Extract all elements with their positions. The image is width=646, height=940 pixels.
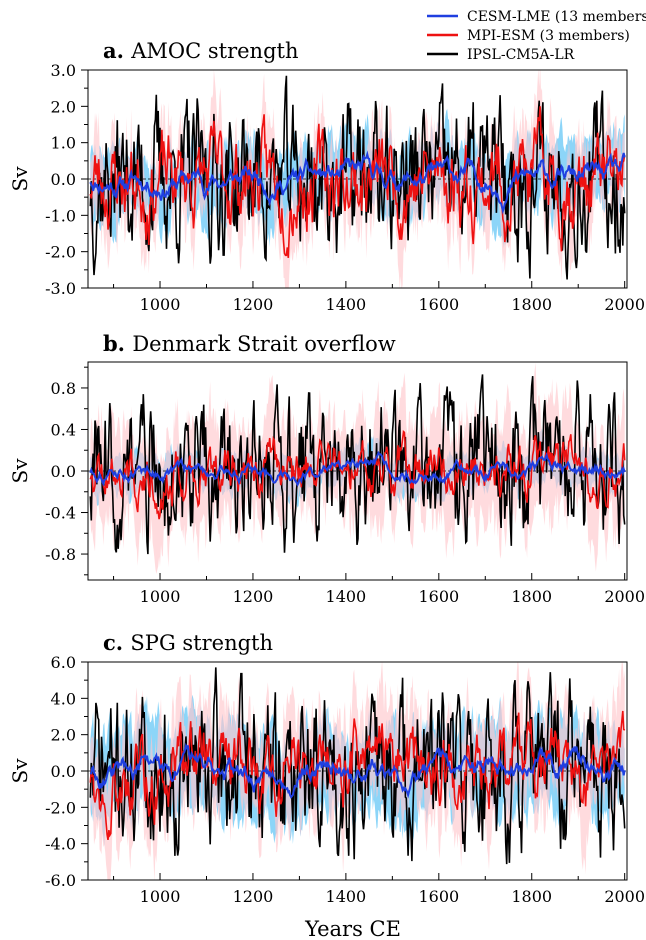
- x-tick-label: 1000: [140, 887, 181, 906]
- ipsl-series-line: [89, 75, 626, 280]
- x-tick-label: 1200: [233, 587, 274, 606]
- y-axis-label: Sv: [8, 758, 32, 784]
- panel-title: b. Denmark Strait overflow: [103, 331, 396, 356]
- y-tick-label: -0.8: [45, 545, 76, 564]
- y-axis-label: Sv: [8, 166, 32, 192]
- x-tick-label: 1200: [233, 295, 274, 314]
- y-tick-label: 3.0: [51, 61, 76, 80]
- panel-2: 1000 1200 1400 1600 1800 2000 -0.8 -0.4 0.0 0.4 0.…: [8, 331, 645, 606]
- y-tick-label: 6.0: [51, 653, 76, 672]
- y-axis-label: Sv: [8, 458, 32, 484]
- plot-area: [88, 70, 627, 288]
- legend-label: IPSL-CM5A-LR: [467, 47, 575, 63]
- y-tick-label: 0.0: [51, 170, 76, 189]
- x-tick-label: 2000: [604, 295, 645, 314]
- y-tick-label: 0.0: [51, 462, 76, 481]
- legend: CESM-LME (13 members) MPI-ESM (3 members)…: [427, 9, 646, 63]
- legend-label: MPI-ESM (3 members): [467, 28, 630, 44]
- panel-title: a. AMOC strength: [103, 38, 298, 63]
- x-tick-label: 1800: [511, 295, 552, 314]
- mpi-series-line: [89, 429, 626, 520]
- y-tick-label: 2.0: [51, 97, 76, 116]
- x-tick-label: 2000: [604, 887, 645, 906]
- x-tick-label: 1600: [418, 887, 459, 906]
- mpi-series-line: [89, 106, 626, 258]
- mpi-spread-band: [90, 70, 625, 288]
- panels: 1000 1200 1400 1600 1800 2000-3.0-2.0-1.00.01…: [8, 38, 645, 906]
- y-tick-label: 0.0: [51, 762, 76, 781]
- x-tick-label: 1200: [233, 887, 274, 906]
- plot-area: [88, 362, 627, 574]
- y-tick-label: -6.0: [45, 871, 76, 890]
- panel-3: 1000 1200 1400 1600 1800 2000 -6.0 -4.0 -2.0 0.0 2…: [8, 630, 645, 906]
- y-tick-label: -2.0: [45, 243, 76, 262]
- panel-title: c. SPG strength: [103, 630, 273, 655]
- x-tick-label: 1000: [140, 295, 181, 314]
- x-tick-label: 1600: [418, 587, 459, 606]
- y-tick-label: 0.8: [51, 379, 76, 398]
- y-tick-label: -4.0: [45, 835, 76, 854]
- cesm-series-line: [89, 742, 626, 799]
- x-tick-label: 2000: [604, 587, 645, 606]
- y-tick-label: -0.4: [45, 504, 76, 523]
- cesm-series-line: [89, 150, 626, 215]
- x-tick-label: 1600: [418, 295, 459, 314]
- y-tick-label: -1.0: [45, 206, 76, 225]
- cesm-series-line: [89, 450, 626, 487]
- x-axis-label: Years CE: [304, 917, 401, 940]
- mpi-series-line: [89, 710, 626, 841]
- y-tick-label: 4.0: [51, 689, 76, 708]
- plot-area: [88, 662, 627, 880]
- x-tick-label: 1800: [511, 587, 552, 606]
- x-tick-label: 1000: [140, 587, 181, 606]
- y-tick-label: -3.0: [45, 279, 76, 298]
- panel-1: 1000 1200 1400 1600 1800 2000 -3.0 -2.0 -1.0 0.0 1…: [8, 38, 645, 314]
- y-tick-label: -2.0: [45, 798, 76, 817]
- y-tick-label: 0.4: [51, 420, 76, 439]
- y-tick-label: 1.0: [51, 134, 76, 153]
- x-tick-label: 1400: [326, 587, 367, 606]
- x-tick-label: 1800: [511, 887, 552, 906]
- ipsl-series-line: [89, 374, 626, 555]
- x-tick-label: 1400: [326, 887, 367, 906]
- x-tick-label: 1400: [326, 295, 367, 314]
- legend-label: CESM-LME (13 members): [467, 9, 646, 25]
- y-tick-label: 2.0: [51, 726, 76, 745]
